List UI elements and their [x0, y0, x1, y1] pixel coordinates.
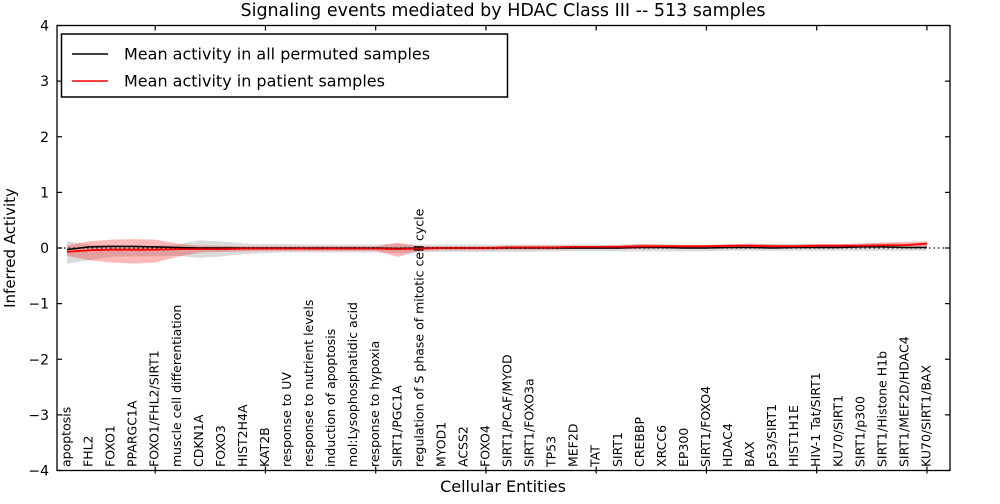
x-category-label: SIRT1/FOXO4 — [698, 386, 713, 467]
x-category-label: p53/SIRT1 — [764, 404, 779, 467]
x-category-label: muscle cell differentiation — [169, 305, 184, 467]
y-tick-label: 0 — [40, 241, 49, 257]
legend: Mean activity in all permuted samples Me… — [60, 33, 509, 98]
x-category-label: PPARGC1A — [125, 400, 140, 467]
x-category-label: BAX — [742, 441, 757, 467]
x-category-label: KAT2B — [257, 427, 272, 467]
y-axis-label: Inferred Activity — [1, 188, 19, 308]
x-category-label: response to hypoxia — [367, 341, 382, 467]
x-category-label: TP53 — [544, 436, 559, 468]
x-category-label: apoptosis — [59, 407, 74, 467]
x-category-label: HIST2H4A — [235, 404, 250, 467]
x-category-label: mol:Lysophosphatidic acid — [345, 302, 360, 467]
y-tick-label: 1 — [40, 185, 49, 201]
x-category-label: KU70/SIRT1 — [830, 395, 845, 467]
x-category-label: induction of apoptosis — [323, 329, 338, 467]
x-category-label: MYOD1 — [433, 422, 448, 467]
x-category-label: FOXO1 — [103, 425, 118, 467]
x-category-label: MEF2D — [566, 424, 581, 467]
legend-permuted-label: Mean activity in all permuted samples — [124, 45, 430, 64]
x-category-label: FOXO1/FHL2/SIRT1 — [147, 350, 162, 467]
y-tick-labels: −4 −3 −2 −1 0 1 2 3 4 — [28, 19, 49, 480]
x-category-label: SIRT1/PGC1A — [389, 385, 404, 467]
x-category-label: SIRT1/MEF2D/HDAC4 — [896, 336, 911, 467]
x-category-label: ACSS2 — [455, 426, 470, 467]
x-category-label: FHL2 — [81, 435, 96, 467]
legend-frame — [60, 33, 509, 98]
band-patient — [67, 239, 927, 264]
y-tick-label: −1 — [28, 297, 49, 313]
x-category-label: SIRT1/FOXO3a — [522, 378, 537, 467]
x-category-label: response to nutrient levels — [301, 300, 316, 467]
y-tick-label: −4 — [28, 464, 49, 480]
x-category-label: SIRT1 — [610, 432, 625, 467]
x-category-label: HIST1H1E — [786, 405, 801, 467]
legend-patient-label: Mean activity in patient samples — [124, 72, 385, 91]
x-category-label: FOXO4 — [477, 425, 492, 467]
axes-frame — [56, 24, 951, 474]
y-tick-label: 2 — [40, 130, 49, 146]
confidence-bands — [67, 239, 927, 264]
x-category-label: TAT — [588, 445, 603, 468]
y-tick-label: −2 — [28, 352, 49, 368]
x-category-label: HDAC4 — [720, 423, 735, 467]
x-axis-label: Cellular Entities — [440, 477, 566, 496]
x-category-label: KU70/SIRT1/BAX — [918, 365, 933, 467]
x-category-labels: apoptosis FHL2 FOXO1 PPARGC1A FOXO1/FHL2/SIR… — [59, 208, 934, 468]
x-category-label: response to UV — [279, 372, 294, 467]
x-category-label: EP300 — [676, 428, 691, 467]
x-category-label: SIRT1/PCAF/MYOD — [500, 354, 515, 467]
y-tick-label: −3 — [28, 408, 49, 424]
chart-title: Signaling events mediated by HDAC Class … — [240, 1, 765, 21]
x-category-label: XRCC6 — [654, 425, 669, 467]
x-category-label: SIRT1/Histone H1b — [874, 351, 889, 467]
x-category-label: CDKN1A — [191, 414, 206, 467]
y-tick-label: 4 — [40, 19, 49, 35]
x-category-label: FOXO3 — [213, 425, 228, 467]
x-category-label: CREBBP — [632, 417, 647, 467]
x-category-label: regulation of S phase of mitotic cell cy… — [411, 208, 426, 467]
x-category-label: HIV-1 Tat/SIRT1 — [808, 372, 823, 467]
x-category-label: SIRT1/p300 — [852, 396, 867, 467]
y-tick-label: 3 — [40, 74, 49, 90]
